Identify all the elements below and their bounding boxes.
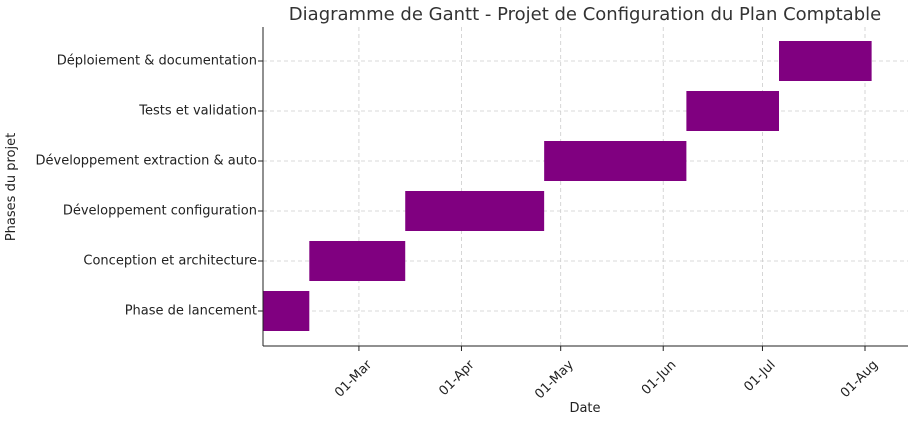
gantt-bar bbox=[544, 141, 687, 181]
y-tick-label: Conception et architecture bbox=[83, 254, 257, 269]
gantt-bar bbox=[263, 291, 310, 331]
y-tick-label: Tests et validation bbox=[138, 104, 257, 119]
gantt-bar bbox=[779, 41, 872, 81]
y-tick-label: Phase de lancement bbox=[125, 304, 257, 319]
x-tick-label: 01-May bbox=[532, 357, 577, 402]
y-axis-label: Phases du projet bbox=[4, 133, 19, 241]
gantt-bar bbox=[309, 241, 406, 281]
y-tick-label: Développement extraction & auto bbox=[36, 154, 258, 169]
gantt-bar bbox=[686, 91, 779, 131]
x-tick-label: 01-Apr bbox=[436, 357, 478, 399]
y-tick-label: Développement configuration bbox=[63, 204, 257, 219]
x-tick-label: 01-Aug bbox=[838, 358, 881, 401]
x-tick-label: 01-Jun bbox=[639, 358, 680, 399]
gantt-bar bbox=[405, 191, 545, 231]
chart-title: Diagramme de Gantt - Projet de Configura… bbox=[289, 4, 881, 25]
x-tick-label: 01-Jul bbox=[741, 358, 778, 395]
x-axis-label: Date bbox=[569, 401, 600, 416]
bar-layer bbox=[263, 41, 872, 331]
x-tick-label: 01-Mar bbox=[332, 357, 375, 400]
y-tick-label: Déploiement & documentation bbox=[57, 54, 257, 69]
